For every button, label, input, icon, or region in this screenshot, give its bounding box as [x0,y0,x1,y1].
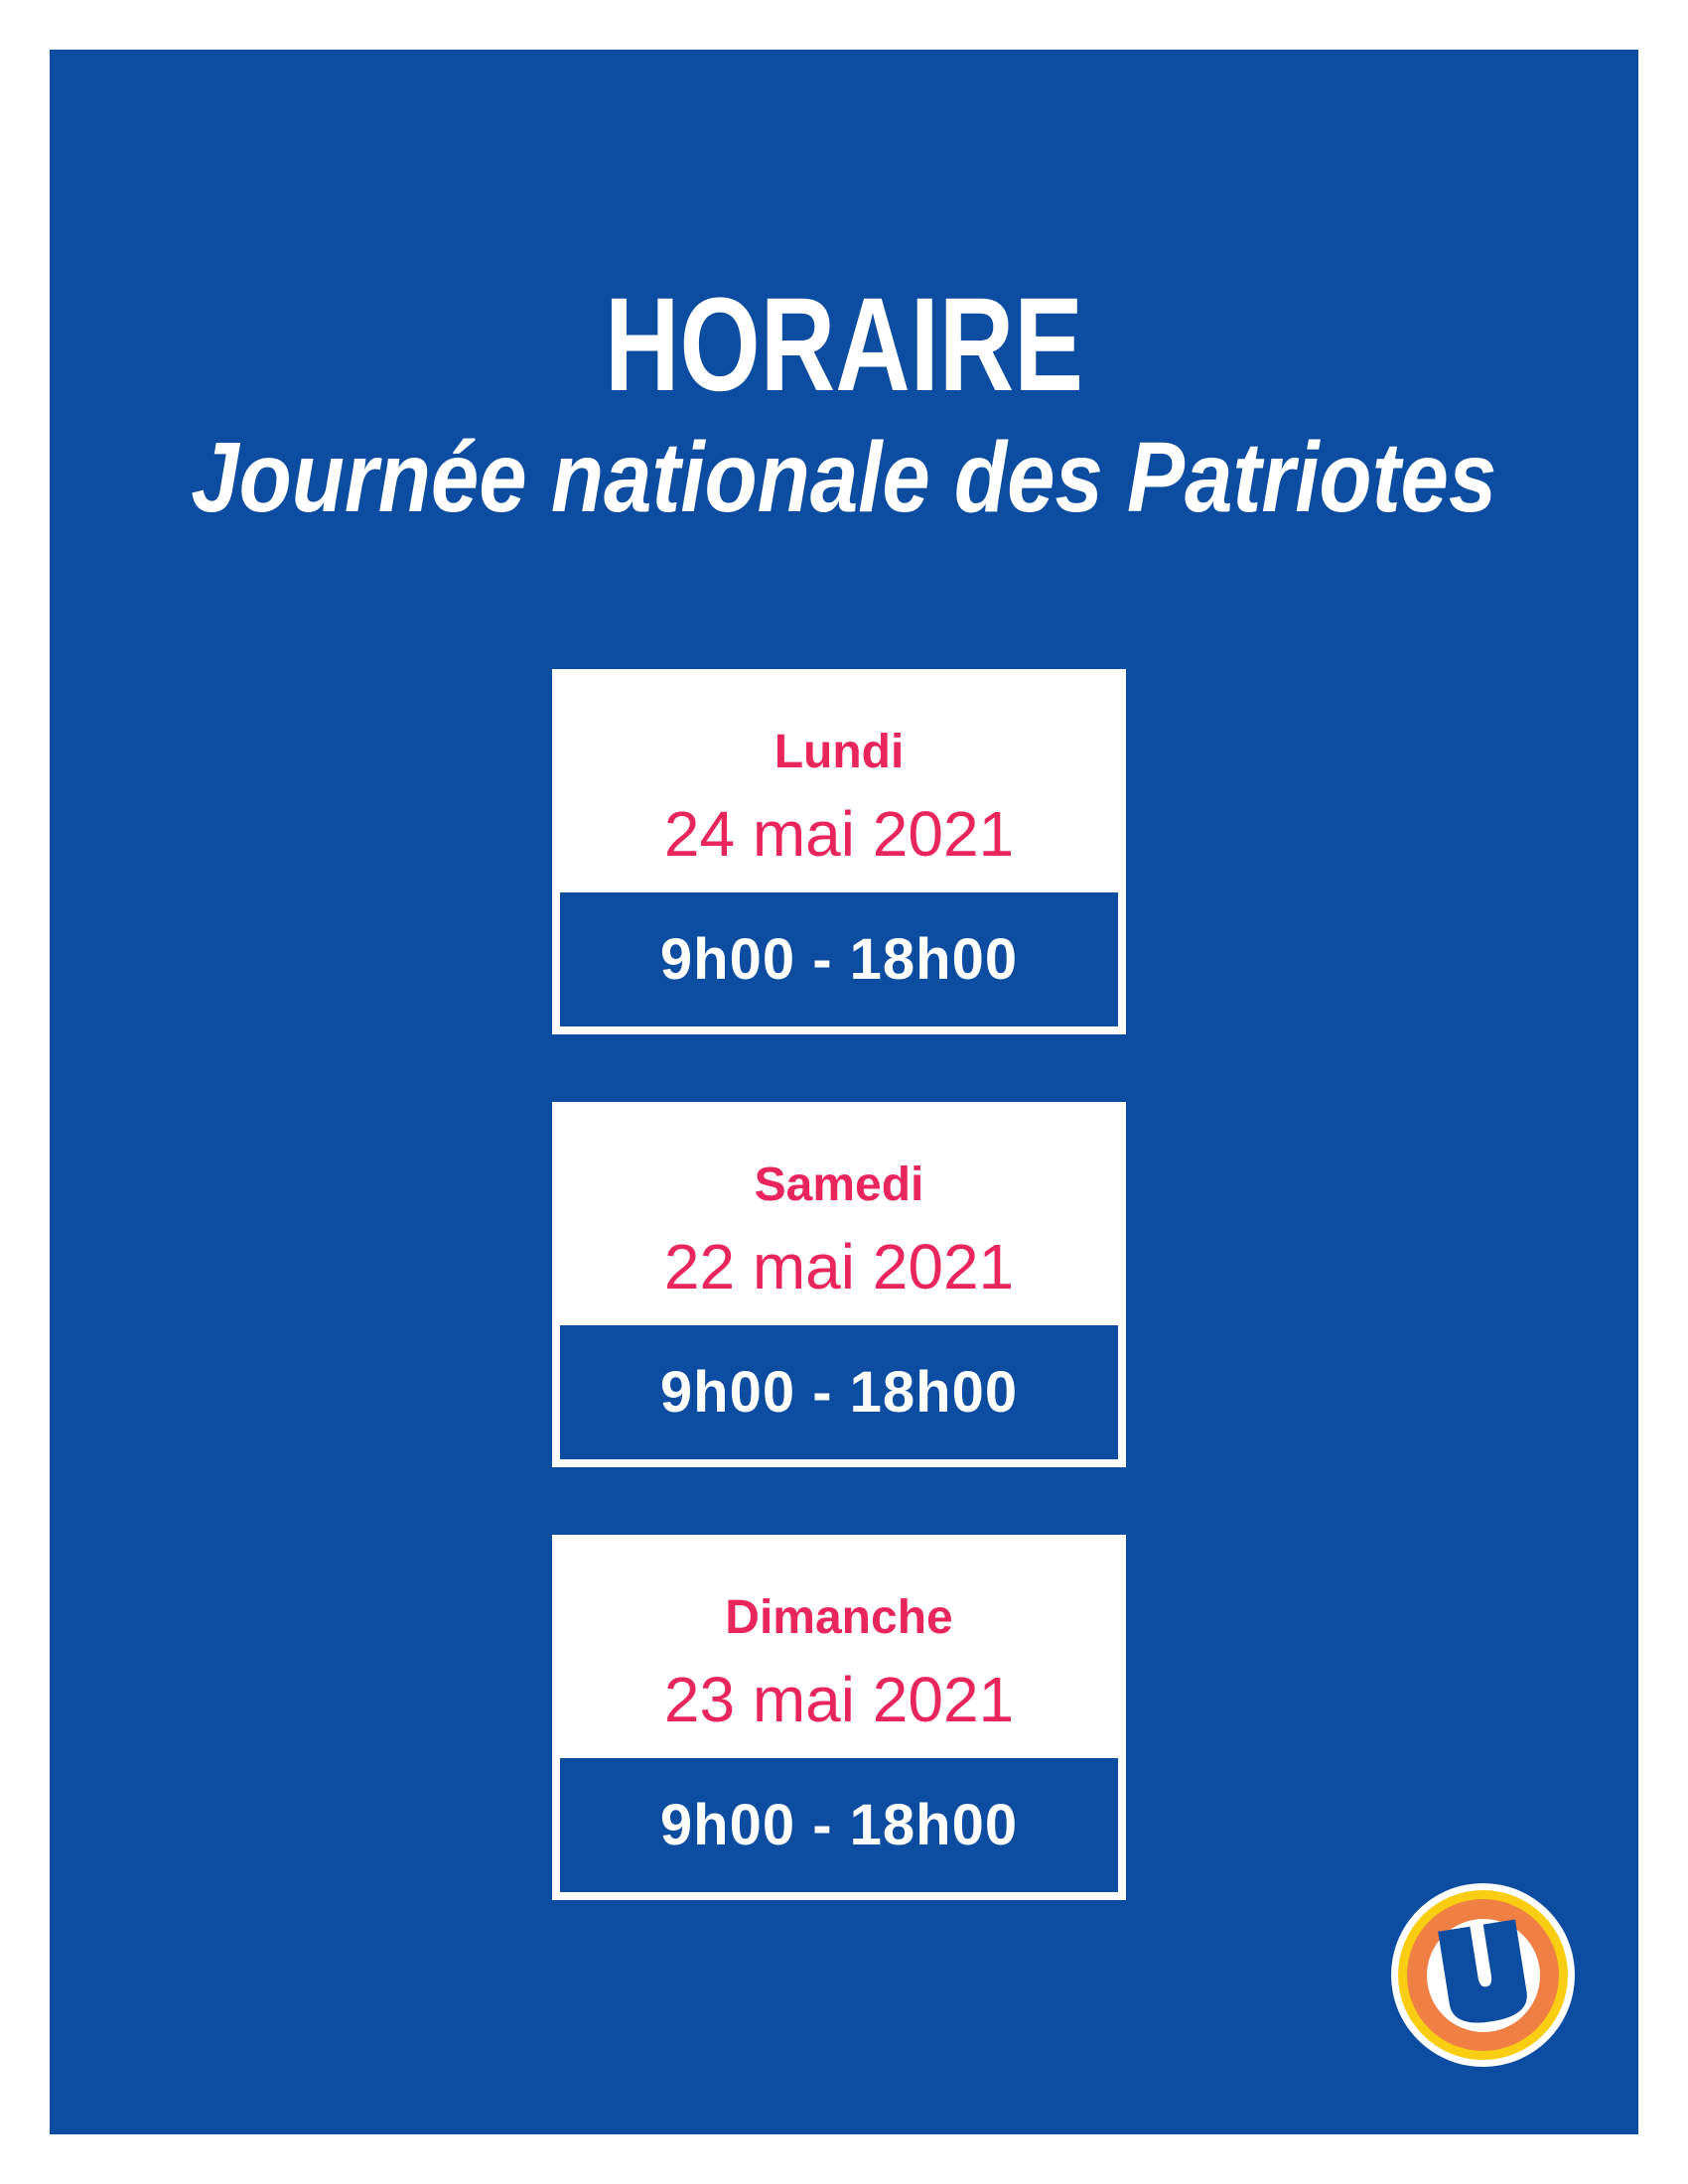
hours-label: 9h00 - 18h00 [659,926,1019,992]
schedule-card-monday: Lundi 24 mai 2021 9h00 - 18h00 [552,669,1126,1034]
date-label: 22 mai 2021 [663,1231,1015,1302]
schedule-card-saturday: Samedi 22 mai 2021 9h00 - 18h00 [552,1102,1126,1467]
hours-label: 9h00 - 18h00 [659,1359,1019,1425]
date-label: 24 mai 2021 [663,798,1015,870]
logo-orange-ring [1407,1899,1559,2051]
uniprix-logo [1391,1883,1575,2067]
day-label: Dimanche [725,1591,953,1644]
schedule-card-sunday: Dimanche 23 mai 2021 9h00 - 18h00 [552,1535,1126,1900]
logo-inner-circle [1426,1918,1540,2032]
date-label: 23 mai 2021 [663,1664,1015,1735]
day-label: Lundi [774,726,905,778]
hours-bar: 9h00 - 18h00 [560,1325,1118,1459]
day-label: Samedi [754,1159,924,1211]
hours-bar: 9h00 - 18h00 [560,892,1118,1026]
page-subtitle: Journée nationale des Patriotes [191,422,1497,533]
poster-header: HORAIRE Journée nationale des Patriotes [50,271,1638,528]
page-title: HORAIRE [605,271,1083,419]
hours-bar: 9h00 - 18h00 [560,1758,1118,1892]
u-letter-icon [1437,1919,1527,2023]
hours-label: 9h00 - 18h00 [659,1792,1019,1857]
logo-yellow-ring [1398,1890,1568,2060]
page-subtitle-row: Journée nationale des Patriotes [50,428,1638,527]
blue-background-panel: HORAIRE Journée nationale des Patriotes … [50,50,1638,2134]
